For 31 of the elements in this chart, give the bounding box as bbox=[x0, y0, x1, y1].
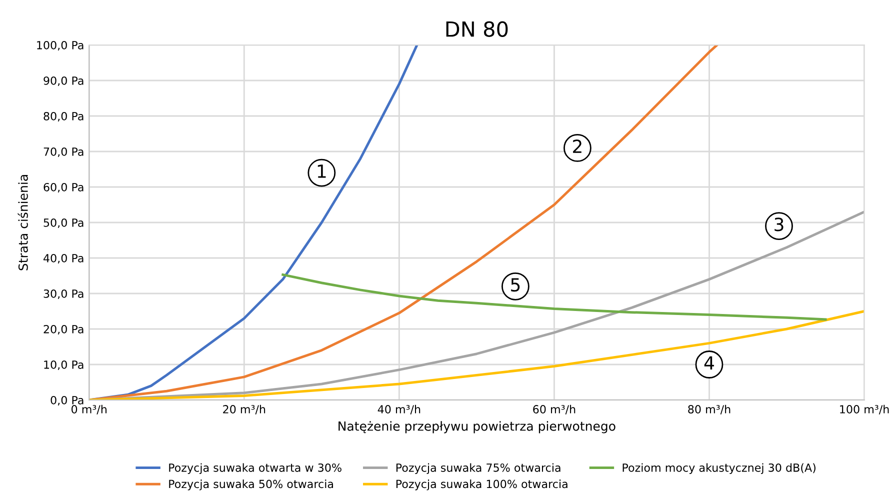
y-tick-label: 70,0 Pa bbox=[44, 147, 84, 158]
x-axis-title: Natężenie przepływu powietrza pierwotnego bbox=[338, 421, 616, 434]
legend-label: Pozycja suwaka otwarta w 30% bbox=[169, 463, 342, 474]
line-series bbox=[282, 273, 827, 321]
annotation: 2 bbox=[573, 140, 582, 153]
y-tick-label: 50,0 Pa bbox=[44, 218, 84, 228]
x-tick-label: 100 m³/h bbox=[840, 404, 889, 414]
legend-label: Poziom mocy akustycznej 30 dB(A) bbox=[622, 463, 816, 474]
legend-label: Pozycja suwaka 100% otwarcia bbox=[396, 480, 568, 490]
x-tick-label: 20 m³/h bbox=[223, 404, 266, 414]
y-tick-label: 10,0 Pa bbox=[44, 360, 84, 370]
y-tick-label: 20,0 Pa bbox=[44, 324, 84, 335]
chart-title: DN 80 bbox=[446, 21, 508, 37]
x-tick-label: 80 m³/h bbox=[688, 404, 730, 414]
y-tick-label: 0,0 Pa bbox=[50, 396, 84, 406]
x-tick-label: 40 m³/h bbox=[378, 404, 420, 414]
legend-label: Pozycja suwaka 50% otwarcia bbox=[169, 480, 333, 490]
y-tick-label: 100,0 Pa bbox=[37, 40, 84, 51]
legend-label: Pozycja suwaka 75% otwarcia bbox=[396, 463, 560, 474]
y-axis-title: Strata ciśnienia bbox=[18, 175, 28, 270]
y-tick-label: 40,0 Pa bbox=[44, 254, 84, 264]
annotation: 4 bbox=[704, 356, 714, 370]
y-tick-label: 30,0 Pa bbox=[44, 289, 84, 300]
y-tick-label: 80,0 Pa bbox=[44, 112, 84, 122]
annotation: 1 bbox=[318, 164, 326, 178]
x-tick-label: 0 m³/h bbox=[72, 404, 106, 414]
x-tick-label: 60 m³/h bbox=[533, 404, 576, 414]
y-tick-label: 60,0 Pa bbox=[44, 182, 84, 193]
annotation: 5 bbox=[511, 278, 520, 292]
annotation: 3 bbox=[774, 218, 784, 232]
y-tick-label: 90,0 Pa bbox=[44, 76, 84, 86]
